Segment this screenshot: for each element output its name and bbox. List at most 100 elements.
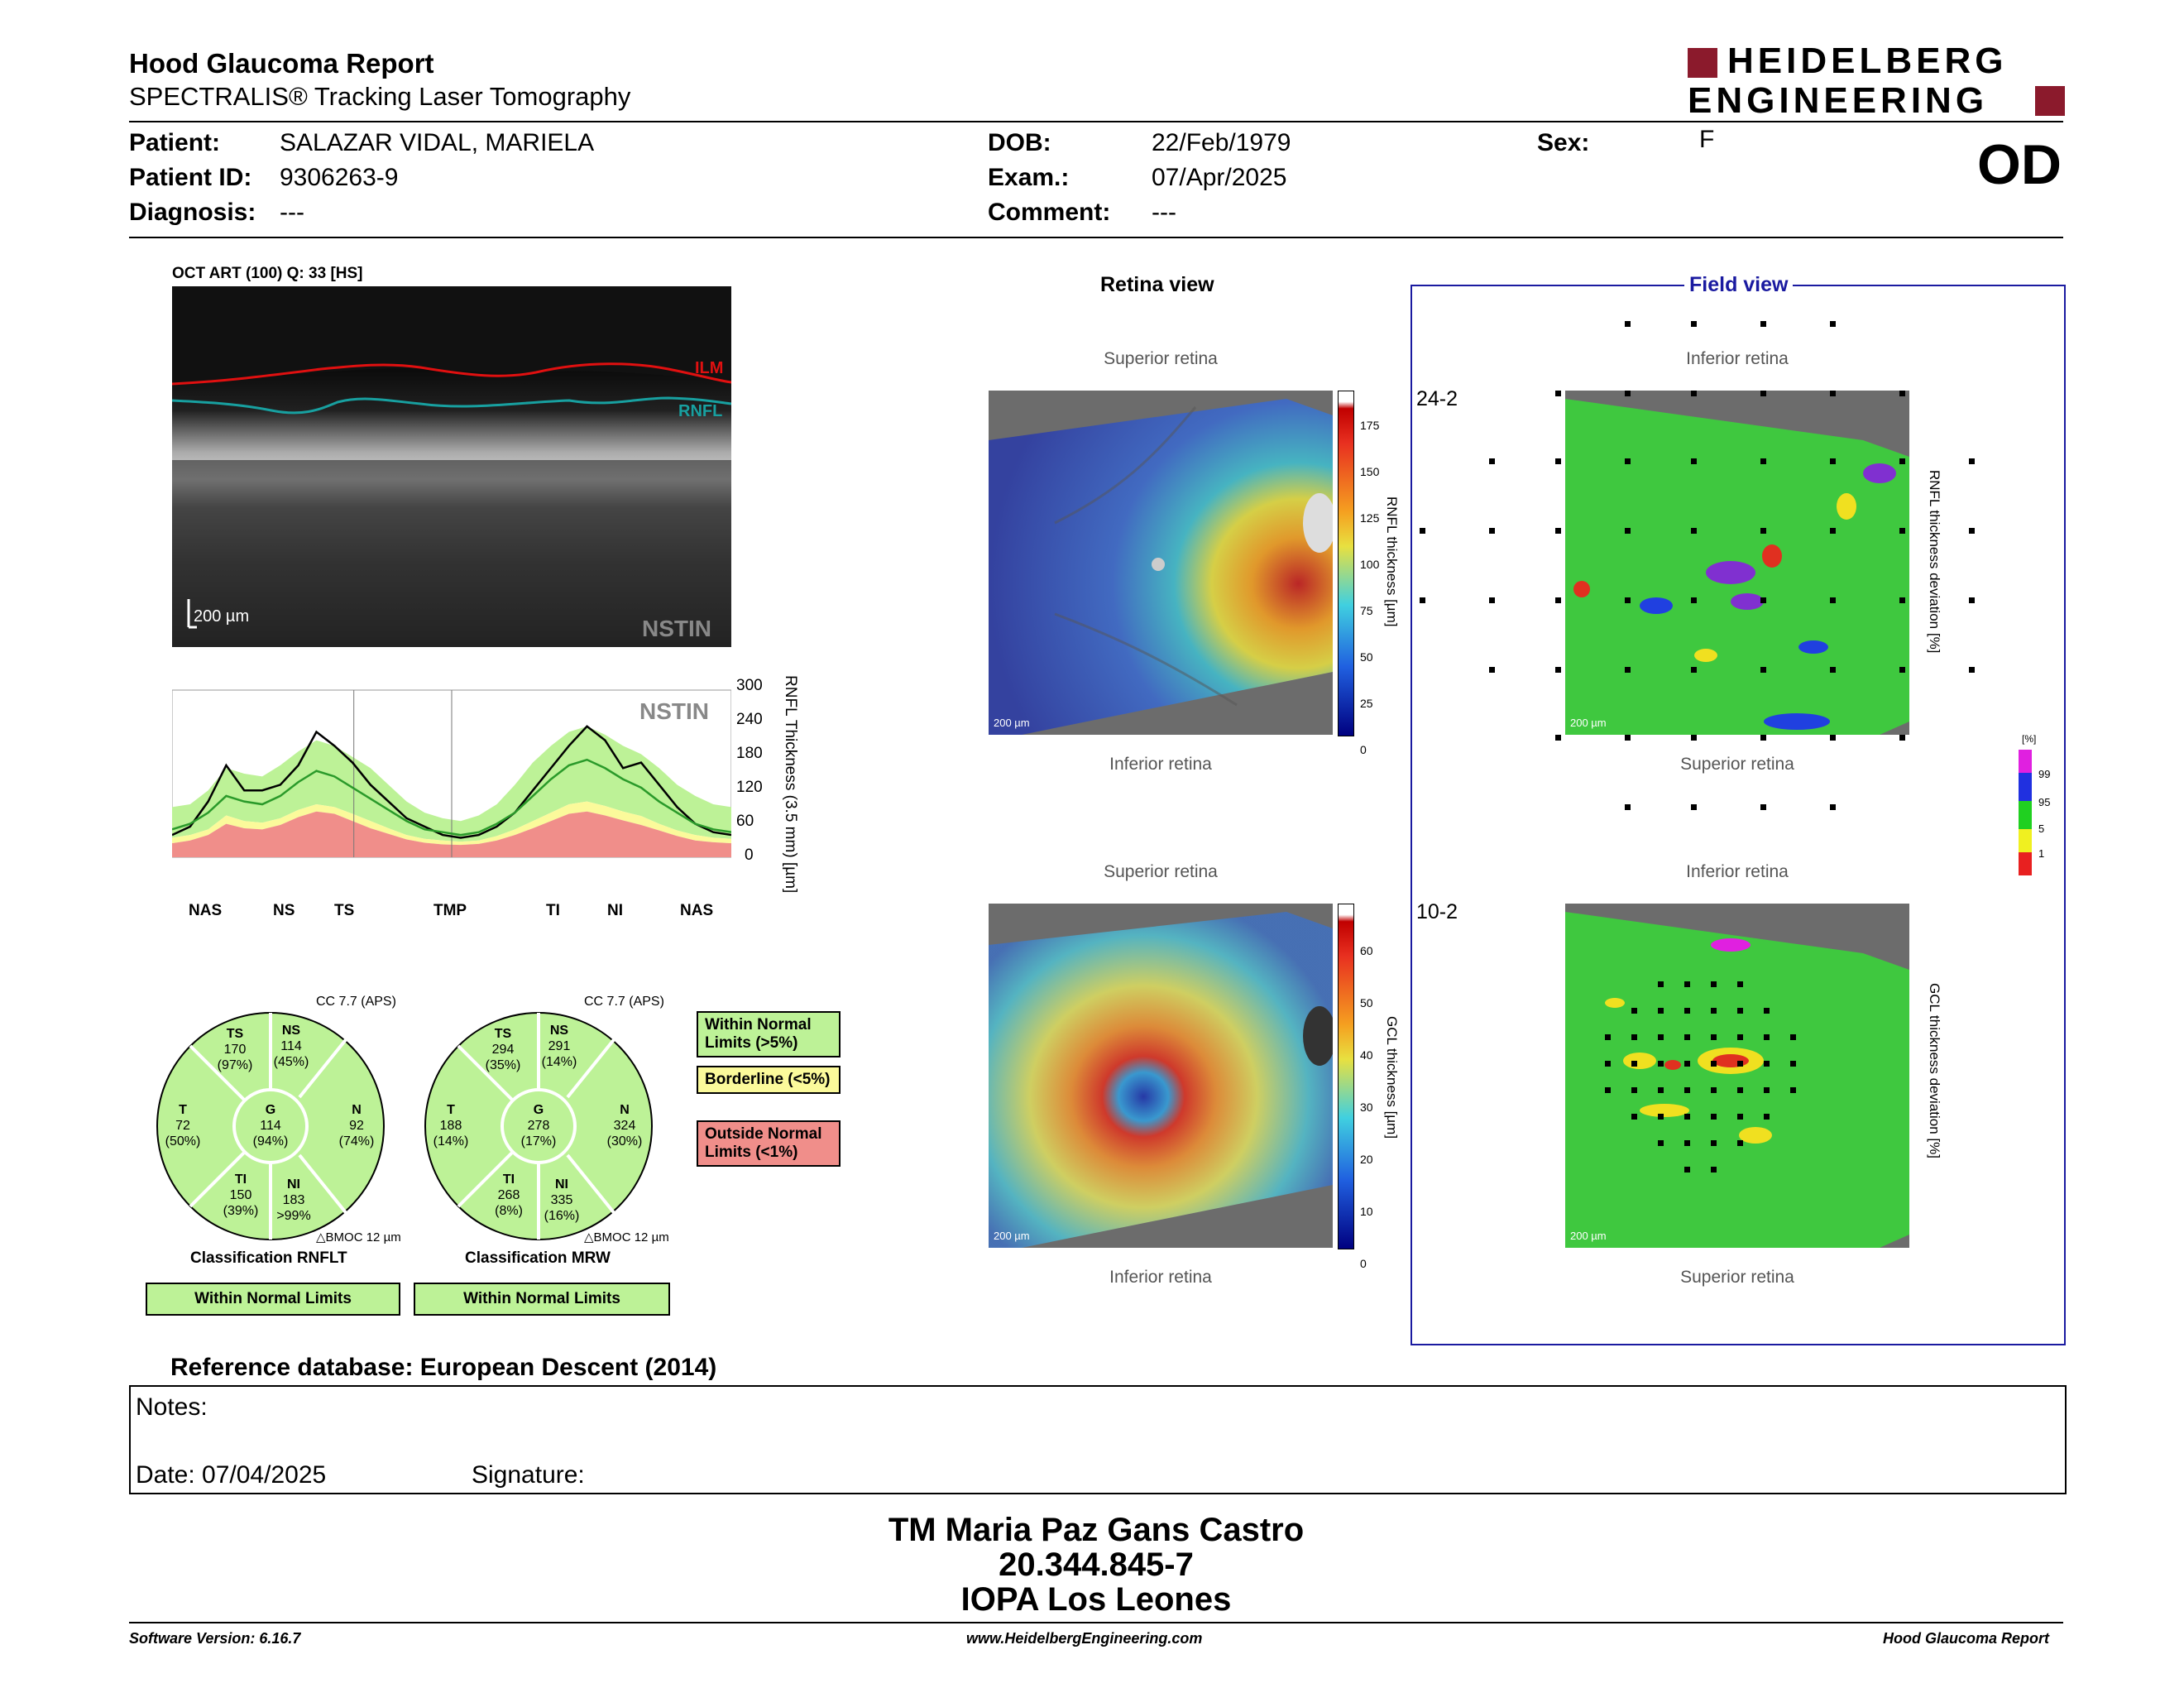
- y-tick-0: 0: [745, 846, 754, 864]
- vf-point: [1737, 1034, 1743, 1040]
- vf-point: [1625, 528, 1631, 534]
- dev-tick-1: 1: [2038, 847, 2045, 860]
- sex-label: Sex:: [1537, 129, 1590, 156]
- mrw-ti-value: 268: [497, 1188, 520, 1202]
- vf-point: [1764, 1061, 1770, 1067]
- vf-point: [1631, 1087, 1637, 1093]
- gcl-tick-40: 40: [1360, 1048, 1373, 1062]
- rnflt-ns-sector: NS 114 (45%): [273, 1023, 309, 1070]
- vf-point: [1489, 667, 1495, 673]
- vf-point: [1684, 1034, 1690, 1040]
- vf-point: [1760, 597, 1766, 603]
- mrw-ti-sector: TI 268 (8%): [490, 1172, 528, 1219]
- vf-point: [1625, 735, 1631, 741]
- sector-ni: NI: [607, 902, 623, 919]
- vf-point: [1691, 391, 1697, 396]
- legend-borderline: Borderline (<5%): [697, 1066, 841, 1094]
- y-tick-180: 180: [736, 745, 763, 762]
- vf-point: [1691, 667, 1697, 673]
- vf-point: [1631, 1008, 1637, 1014]
- mrw-g-pct: (17%): [520, 1134, 557, 1149]
- vf-point: [1684, 1114, 1690, 1120]
- vf-point: [1899, 667, 1905, 673]
- vf-point: [1760, 804, 1766, 810]
- rnflt-g-pct: (94%): [252, 1134, 289, 1149]
- rnflt-ti-pct: (39%): [223, 1204, 259, 1218]
- rnfl-thickness-map: 200 µm: [989, 391, 1333, 735]
- rnfl-deviation-map: 200 µm: [1565, 391, 1909, 735]
- sector-ts: TS: [334, 902, 355, 919]
- dob: 22/Feb/1979: [1152, 129, 1291, 156]
- logo-line1: HEIDELBERG: [1727, 41, 2008, 81]
- vf-point: [1969, 597, 1975, 603]
- mrw-t-pct: (14%): [433, 1134, 469, 1149]
- vf-point: [1830, 391, 1836, 396]
- mrw-g-name: G: [533, 1103, 544, 1117]
- vf-point: [1830, 597, 1836, 603]
- vf-242-grid: [1416, 305, 1995, 818]
- mrw-n-value: 324: [613, 1119, 636, 1133]
- vf-point: [1760, 458, 1766, 464]
- gcl-tick-60: 60: [1360, 944, 1373, 957]
- rnflt-n-pct: (74%): [338, 1134, 375, 1149]
- vf-point: [1658, 1008, 1664, 1014]
- rnflt-ni-sector: NI 183 >99%: [275, 1177, 313, 1224]
- notes-box: Notes: Date: 07/04/2025 Signature:: [129, 1385, 2067, 1494]
- mrw-bmoc: △BMOC 12 µm: [584, 1230, 669, 1244]
- rnflt-n-value: 92: [349, 1119, 364, 1133]
- rnflt-g-name: G: [265, 1103, 276, 1117]
- rnflt-classification-label: Classification RNFLT: [190, 1249, 347, 1267]
- profile-y-label: RNFL Thickness (3.5 mm) [µm]: [782, 675, 799, 894]
- deviation-swatch-yellow: [2019, 829, 2032, 852]
- logo-square-bottom: [2035, 86, 2065, 116]
- patient-id-label: Patient ID:: [129, 164, 252, 191]
- vf-point: [1420, 597, 1425, 603]
- mrw-sector-circle: TS 294 (35%) NS 291 (14%) T 188 (14%) G …: [424, 1011, 654, 1241]
- rnflt-ts-sector: TS 170 (97%): [217, 1026, 253, 1073]
- mrw-n-name: N: [620, 1103, 630, 1117]
- vf-point: [1830, 528, 1836, 534]
- vf-point: [1760, 321, 1766, 327]
- vf-point: [1737, 1087, 1743, 1093]
- vf-point: [1969, 528, 1975, 534]
- rnfl-profile-chart: NSTIN: [171, 683, 732, 862]
- heidelberg-logo: HEIDELBERG ENGINEERING: [1688, 41, 2068, 121]
- vf-point: [1631, 1114, 1637, 1120]
- vf-point: [1605, 1087, 1611, 1093]
- sector-ti: TI: [546, 902, 560, 919]
- vf-point: [1737, 1061, 1743, 1067]
- vf-point: [1830, 667, 1836, 673]
- notes-signature-label: Signature:: [472, 1461, 585, 1489]
- vf-point: [1489, 458, 1495, 464]
- patient-name: SALAZAR VIDAL, MARIELA: [280, 129, 595, 156]
- mrw-ns-pct: (14%): [541, 1055, 577, 1069]
- gcl-tick-20: 20: [1360, 1153, 1373, 1166]
- vf-point: [1658, 1087, 1664, 1093]
- delta-icon: △: [316, 1230, 326, 1244]
- mrw-t-sector: T 188 (14%): [432, 1102, 470, 1149]
- vf-point: [1760, 528, 1766, 534]
- header-rule-top: [129, 121, 2063, 122]
- vf-point: [1625, 321, 1631, 327]
- vf-point: [1658, 1034, 1664, 1040]
- rnfl-dev-axis: RNFL thickness deviation [%]: [1927, 470, 1942, 654]
- field-top-inf-label: Inferior retina: [1686, 349, 1789, 368]
- vf-point: [1711, 1034, 1717, 1040]
- rnflt-ns-pct: (45%): [273, 1055, 309, 1069]
- vf-point: [1489, 528, 1495, 534]
- vf-point: [1555, 458, 1561, 464]
- footer-website[interactable]: www.HeidelbergEngineering.com: [966, 1630, 1203, 1647]
- rnfl-tick-25: 25: [1360, 697, 1373, 710]
- vf-point: [1899, 391, 1905, 396]
- rnflt-ti-name: TI: [234, 1172, 247, 1187]
- vf-point: [1764, 1008, 1770, 1014]
- vf-point: [1764, 1087, 1770, 1093]
- gcl-tick-0: 0: [1360, 1257, 1367, 1270]
- vf-point: [1899, 458, 1905, 464]
- vf-point: [1969, 458, 1975, 464]
- rnflt-ni-value: 183: [282, 1193, 305, 1207]
- vf-point: [1684, 1087, 1690, 1093]
- sex: F: [1699, 126, 1715, 153]
- diagnosis: ---: [280, 199, 304, 226]
- rnfl-tick-75: 75: [1360, 604, 1373, 617]
